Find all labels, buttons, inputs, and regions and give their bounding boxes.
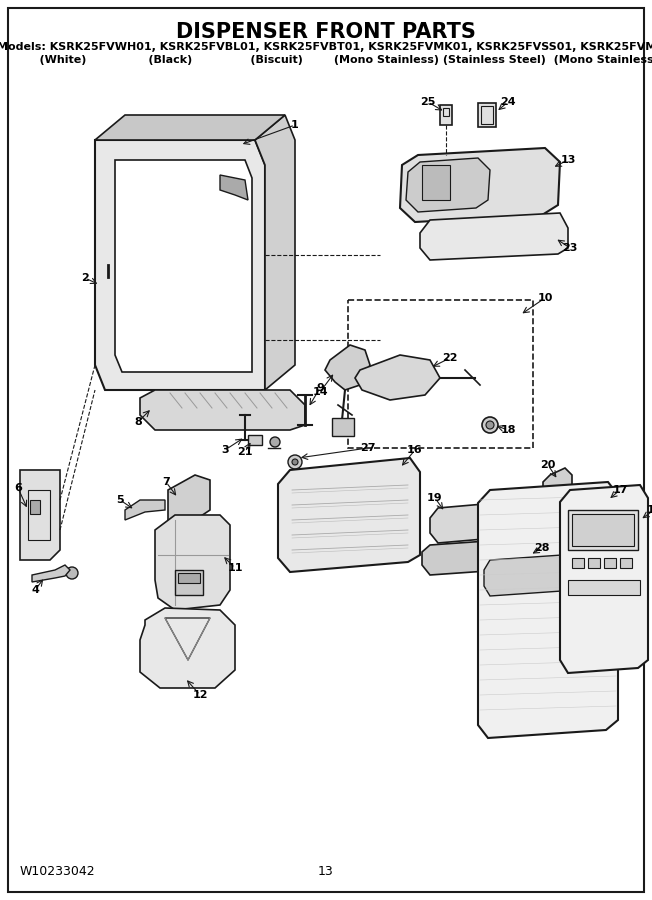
Bar [422,165,450,200]
Text: For Models: KSRK25FVWH01, KSRK25FVBL01, KSRK25FVBT01, KSRK25FVMK01, KSRK25FVSS01: For Models: KSRK25FVWH01, KSRK25FVBL01, … [0,42,652,52]
Polygon shape [95,140,265,390]
Circle shape [486,421,494,429]
Circle shape [288,455,302,469]
Text: 27: 27 [361,443,376,453]
Text: 21: 21 [237,447,253,457]
Polygon shape [155,515,230,610]
Text: 10: 10 [537,293,553,303]
Polygon shape [20,470,60,560]
Text: 28: 28 [534,543,550,553]
Circle shape [238,260,248,270]
Text: 18: 18 [500,425,516,435]
Bar [440,105,452,125]
Bar [28,490,50,540]
Bar [568,510,638,550]
Text: 3: 3 [221,445,229,455]
Polygon shape [115,160,252,372]
Circle shape [270,437,280,447]
Polygon shape [430,500,538,543]
Circle shape [238,148,248,158]
Text: 25: 25 [421,97,436,107]
Polygon shape [125,500,165,520]
Polygon shape [400,148,560,222]
Text: 8: 8 [134,417,142,427]
Text: 16: 16 [408,445,422,455]
Bar [478,103,496,127]
Text: 17: 17 [612,485,628,495]
Polygon shape [325,345,370,390]
Text: 9: 9 [316,383,324,393]
Text: 14: 14 [312,387,328,397]
Polygon shape [95,115,285,140]
Circle shape [103,373,113,383]
Bar [178,573,200,583]
Bar [604,558,616,568]
Polygon shape [140,608,235,688]
Polygon shape [32,565,70,582]
Text: 15: 15 [646,505,652,515]
Text: 13: 13 [560,155,576,165]
Text: 7: 7 [162,477,170,487]
Polygon shape [278,458,420,572]
Circle shape [66,567,78,579]
Circle shape [100,277,116,293]
Circle shape [482,417,498,433]
Polygon shape [422,538,538,575]
Bar [443,108,449,116]
Bar [175,570,203,595]
Polygon shape [255,115,295,390]
Polygon shape [406,158,490,212]
Polygon shape [140,390,305,430]
Bar [572,558,584,568]
Text: DISPENSER FRONT PARTS: DISPENSER FRONT PARTS [176,22,476,42]
Polygon shape [478,482,618,738]
Text: 19: 19 [427,493,443,503]
Polygon shape [543,468,572,537]
Bar [348,300,533,448]
Polygon shape [560,485,648,673]
Bar [572,514,634,546]
Circle shape [292,459,298,465]
Text: 6: 6 [14,483,22,493]
Bar [332,418,354,436]
Text: 22: 22 [442,353,458,363]
Bar [30,500,40,514]
Text: 2: 2 [81,273,89,283]
Polygon shape [355,355,440,400]
Polygon shape [220,175,248,200]
Bar [568,580,640,595]
Text: 4: 4 [31,585,39,595]
Circle shape [104,281,112,289]
Polygon shape [420,213,568,260]
Polygon shape [484,552,612,596]
Text: W10233042: W10233042 [20,865,96,878]
Text: 24: 24 [500,97,516,107]
Bar [248,435,262,445]
Text: 13: 13 [318,865,334,878]
Circle shape [103,148,113,158]
Text: 1: 1 [291,120,299,130]
Text: 12: 12 [192,690,208,700]
Text: (White)                (Black)               (Biscuit)        (Mono Stainless) (: (White) (Black) (Biscuit) (Mono Stainles… [0,55,652,65]
Polygon shape [168,475,210,520]
Bar [620,558,632,568]
Text: 5: 5 [116,495,124,505]
Bar [481,106,493,124]
Text: 11: 11 [228,563,243,573]
Text: 23: 23 [562,243,578,253]
Circle shape [238,373,248,383]
Text: 20: 20 [541,460,556,470]
Bar [588,558,600,568]
Circle shape [103,260,113,270]
